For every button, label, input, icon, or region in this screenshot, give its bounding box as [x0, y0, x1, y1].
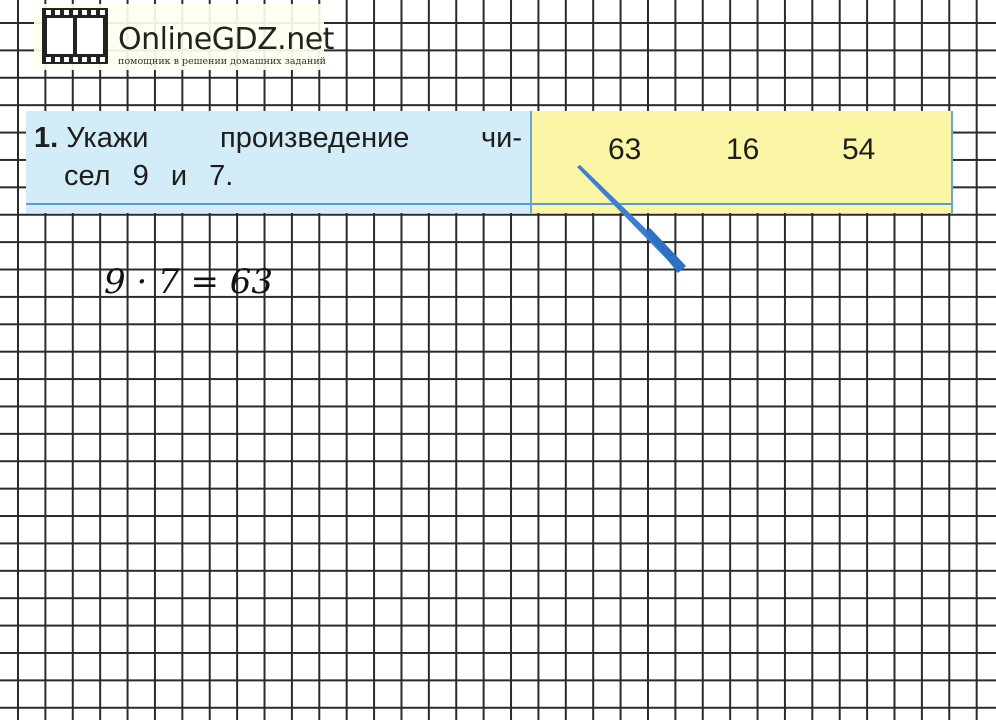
divider-line [26, 203, 953, 205]
handwritten-solution: 9 · 7 = 63 [104, 262, 274, 302]
logo-subtitle: помощник в решении домашних заданий [118, 56, 327, 67]
answer-option[interactable]: 54 [842, 133, 876, 166]
task-number: 1. [34, 122, 59, 154]
answer-option[interactable]: 63 [608, 133, 642, 166]
film-book-icon [42, 8, 108, 64]
task-banner: 1. Укажи произведение чи- сел 9 и 7. 63 … [26, 111, 953, 213]
answer-options-panel: 63 16 54 [530, 111, 953, 213]
site-logo: OnlineGDZ.net помощник в решении домашни… [34, 4, 334, 70]
question-line-2: сел 9 и 7. [64, 160, 234, 192]
question-text: 1. Укажи произведение чи- сел 9 и 7. [34, 119, 522, 195]
question-panel: 1. Укажи произведение чи- сел 9 и 7. [26, 111, 530, 213]
question-word: произведение [220, 122, 410, 154]
answer-option[interactable]: 16 [726, 133, 760, 166]
question-word: Укажи [66, 122, 149, 154]
question-word: чи- [481, 122, 522, 154]
logo-title: OnlineGDZ.net [118, 22, 334, 57]
